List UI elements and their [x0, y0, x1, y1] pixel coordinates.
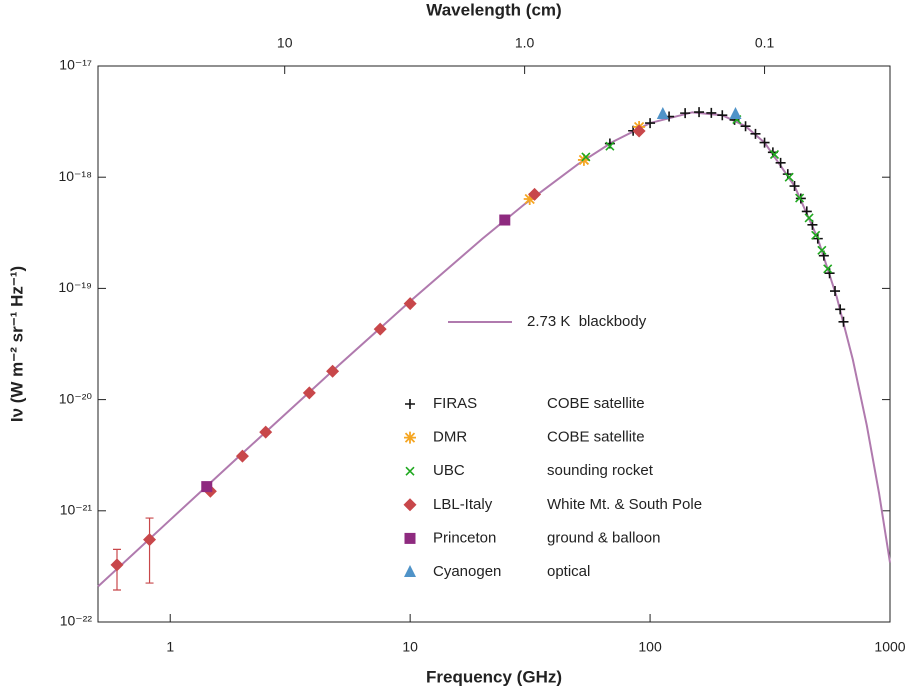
diamond-marker	[326, 364, 340, 378]
y-tick-label: 10⁻²²	[60, 613, 93, 629]
x-marker	[823, 264, 833, 274]
y-tick-label: 10⁻¹⁸	[58, 168, 92, 184]
x-tick-label: 100	[638, 639, 662, 655]
legend-label: Cyanogen	[433, 563, 501, 580]
plus-marker	[782, 169, 793, 180]
x-marker	[581, 152, 591, 162]
plus-marker	[740, 121, 751, 132]
diamond-marker	[110, 558, 124, 572]
plus-marker	[759, 137, 770, 148]
error-bar	[145, 517, 154, 584]
x2-tick-label: 1.0	[515, 35, 535, 51]
y-tick-label: 10⁻¹⁹	[58, 279, 92, 295]
diamond-marker	[528, 187, 542, 201]
plus-marker	[838, 316, 849, 327]
top-axis-title: Wavelength (cm)	[426, 0, 561, 19]
diamond-marker	[403, 498, 417, 512]
legend-label: 2.73 K blackbody	[527, 313, 647, 330]
diamond-marker	[143, 533, 157, 547]
legend-label: UBC	[433, 462, 465, 479]
x-tick-label: 1	[166, 639, 174, 655]
legend-label: DMR	[433, 429, 467, 446]
x2-tick-label: 10	[277, 35, 293, 51]
plus-marker	[775, 157, 786, 168]
diamond-marker	[403, 297, 417, 311]
y-tick-label: 10⁻²⁰	[59, 390, 93, 406]
x-marker	[811, 230, 821, 240]
plus-marker	[645, 118, 656, 129]
triangle-marker	[404, 565, 416, 577]
asterisk-marker	[523, 192, 536, 205]
plus-marker	[680, 108, 691, 119]
triangle-marker	[656, 107, 669, 120]
diamond-marker	[632, 124, 646, 138]
plus-marker	[750, 128, 761, 139]
y-tick-label: 10⁻¹⁷	[59, 57, 92, 73]
x-axis-title: Frequency (GHz)	[426, 667, 562, 686]
x-tick-label: 10	[402, 639, 418, 655]
plot-frame	[97, 65, 891, 623]
diamond-marker	[373, 322, 387, 336]
plus-marker	[405, 399, 415, 409]
x-marker	[784, 172, 794, 182]
y-axis-title: Iν (W m⁻² sr⁻¹ Hz⁻¹)	[7, 266, 26, 422]
x-marker	[605, 141, 615, 151]
blackbody-curve	[97, 111, 891, 588]
plus-marker	[694, 107, 705, 118]
x-tick-label: 1000	[874, 639, 905, 655]
asterisk-marker	[404, 431, 416, 444]
x-marker	[804, 213, 814, 223]
x2-tick-label: 0.1	[755, 35, 775, 51]
legend-label: LBL-Italy	[433, 496, 493, 513]
legend-description: ground & balloon	[547, 529, 660, 546]
plus-marker	[789, 181, 800, 192]
x-marker	[769, 149, 780, 160]
square-marker	[201, 481, 213, 493]
x-marker	[817, 245, 827, 255]
diamond-marker	[235, 449, 249, 463]
x-marker	[795, 193, 805, 203]
diamond-marker	[259, 425, 273, 439]
y-tick-label: 10⁻²¹	[60, 502, 93, 518]
plus-marker	[717, 110, 728, 121]
legend-description: COBE satellite	[547, 395, 645, 412]
plus-marker	[830, 286, 841, 297]
triangle-marker	[729, 107, 742, 120]
legend-description: optical	[547, 563, 590, 580]
legend-label: Princeton	[433, 529, 496, 546]
plus-marker	[835, 304, 846, 315]
legend-description: White Mt. & South Pole	[547, 496, 702, 513]
legend-description: COBE satellite	[547, 429, 645, 446]
plus-marker	[812, 233, 823, 244]
legend-description: sounding rocket	[547, 462, 654, 479]
x-marker	[405, 466, 415, 476]
square-marker	[499, 214, 511, 226]
diamond-marker	[302, 386, 316, 400]
square-marker	[404, 532, 416, 544]
plus-marker	[706, 107, 717, 118]
legend-label: FIRAS	[433, 395, 477, 412]
